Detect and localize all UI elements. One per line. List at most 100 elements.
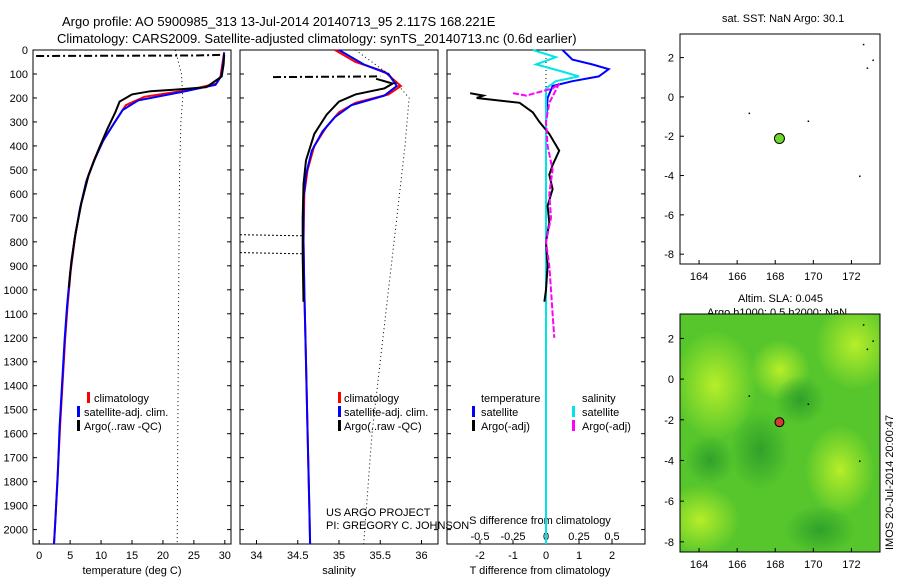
- map-y-tick-label: -6: [664, 496, 674, 508]
- s-tick-label: -0.5: [471, 531, 490, 543]
- x-tick-label: 10: [95, 550, 107, 562]
- coastline-speck: [872, 340, 874, 342]
- timestamp-label: IMOS 20-Jul-2014 20:00:47: [884, 415, 896, 550]
- title-line-1: Argo profile: AO 5900985_313 13-Jul-2014…: [62, 14, 496, 29]
- legend-temp-satellite: satellite-adj. clim.: [84, 407, 168, 419]
- series-line-temperature-satellite: [545, 49, 611, 544]
- s-tick-label: 0.5: [604, 531, 619, 543]
- map-y-tick-label: -4: [664, 171, 674, 183]
- x-tick-label: 34.5: [287, 550, 308, 562]
- legend-swatch-temp-satellite: [472, 406, 475, 417]
- legend-swatch-sal-satellite-diff: [572, 406, 575, 417]
- map-y-tick-label: -8: [664, 249, 674, 261]
- map-x-tick-label: 172: [842, 271, 860, 283]
- sst-map-frame: [679, 33, 881, 265]
- map-y-tick-label: 0: [668, 374, 674, 386]
- legend-swatch-sal-argo: [338, 420, 341, 431]
- depth-tick-label: 1100: [4, 309, 28, 321]
- depth-tick-label: 0: [22, 45, 28, 57]
- legend-swatch-temp-argo: [472, 420, 475, 431]
- map-y-tick-label: -8: [664, 537, 674, 549]
- map-y-tick-label: -2: [664, 131, 674, 143]
- x-tick-label: 0: [543, 550, 549, 562]
- map-y-tick-label: 0: [668, 92, 674, 104]
- s-tick-label: -0.25: [500, 531, 525, 543]
- x-tick-label: 20: [157, 550, 169, 562]
- depth-tick-label: 1700: [4, 453, 28, 465]
- x-tick-label: 5: [67, 550, 73, 562]
- map-y-tick-label: -6: [664, 210, 674, 222]
- x-tick-label: 15: [126, 550, 138, 562]
- depth-tick-label: 800: [10, 237, 28, 249]
- temperature-panel-frame: [32, 49, 232, 545]
- chart-marks: 0100200300400500600700800900100011001200…: [4, 43, 874, 571]
- map-y-tick-label: 2: [668, 53, 674, 65]
- series-line-climatology-std: [174, 49, 184, 545]
- legend-temp-argo: Argo(..raw -QC): [84, 421, 162, 433]
- map-x-tick-label: 168: [766, 271, 784, 283]
- depth-tick-label: 1400: [4, 381, 28, 393]
- depth-tick-label: 1000: [4, 285, 28, 297]
- float-position-marker: [773, 133, 785, 145]
- map-x-tick-label: 166: [728, 559, 746, 571]
- depth-tick-label: 1600: [4, 429, 28, 441]
- series-line-raw-near-surface: [36, 53, 225, 57]
- legend-swatch-satellite: [77, 406, 80, 417]
- map-x-tick-label: 164: [690, 271, 708, 283]
- legend-swatch-argo: [77, 420, 80, 431]
- legend-temp-climatology: climatology: [94, 393, 150, 405]
- s-difference-xlabel: S difference from climatology: [469, 515, 611, 527]
- coastline-speck: [859, 460, 861, 462]
- x-tick-label: 30: [219, 550, 231, 562]
- legend-sal-climatology: climatology: [344, 393, 400, 405]
- depth-tick-label: 200: [10, 93, 28, 105]
- map-y-tick-label: 2: [668, 333, 674, 345]
- x-tick-label: 25: [188, 550, 200, 562]
- coastline-speck: [748, 395, 751, 397]
- coastline-speck: [866, 348, 869, 351]
- depth-tick-label: 600: [10, 189, 28, 201]
- sst-map-title: sat. SST: NaN Argo: 30.1: [722, 13, 844, 25]
- legend-sal-argo: Argo(..raw -QC): [344, 421, 422, 433]
- map-x-tick-label: 172: [842, 559, 860, 571]
- depth-tick-label: 700: [10, 213, 28, 225]
- coastline-speck: [807, 403, 810, 406]
- coastline-speck: [866, 67, 869, 69]
- depth-tick-label: 500: [10, 165, 28, 177]
- series-line-satellite-adj-clim-: [53, 52, 226, 545]
- map-x-tick-label: 170: [804, 559, 822, 571]
- legend-diff-salinity: salinity: [582, 393, 616, 405]
- x-tick-label: 2: [609, 550, 615, 562]
- coastline-speck: [862, 43, 865, 46]
- series-line-climatology-std: [355, 49, 410, 545]
- legend-sal-satellite: satellite-adj. clim.: [344, 407, 428, 419]
- series-line-argo-raw-qc-: [67, 54, 226, 288]
- salinity-legend: climatology satellite-adj. clim. Argo(..…: [338, 392, 428, 433]
- float-position-marker: [774, 417, 785, 428]
- depth-tick-label: 900: [10, 261, 28, 273]
- legend-diff-temp-argo: Argo(-adj): [481, 421, 530, 433]
- legend-swatch-sal-climatology: [338, 392, 341, 403]
- series-line-salinity-satellite: [532, 49, 580, 544]
- legend-swatch-sal-argo-diff: [572, 420, 575, 431]
- depth-tick-label: 1900: [4, 501, 28, 513]
- legend-diff-temp-satellite: satellite: [481, 407, 518, 419]
- depth-tick-label: 1300: [4, 357, 28, 369]
- legend-swatch-sal-satellite: [338, 406, 341, 417]
- coastline-speck: [859, 175, 861, 178]
- depth-tick-label: 2000: [4, 525, 28, 537]
- series-line-argo-raw-qc-: [301, 77, 396, 302]
- x-tick-label: -1: [508, 550, 518, 562]
- map-x-tick-label: 164: [690, 559, 708, 571]
- temperature-legend: climatology satellite-adj. clim. Argo(..…: [77, 392, 168, 433]
- coastline-speck: [872, 59, 874, 62]
- t-difference-xlabel: T difference from climatology: [470, 565, 611, 577]
- title-line-2: Climatology: CARS2009. Satellite-adjuste…: [57, 31, 577, 46]
- legend-diff-sal-argo: Argo(-adj): [582, 421, 631, 433]
- sla-map-frame: [679, 313, 881, 553]
- depth-tick-label: 300: [10, 117, 28, 129]
- credit-line-1: US ARGO PROJECT: [326, 507, 431, 519]
- x-tick-label: 35: [333, 550, 345, 562]
- legend-diff-temperature: temperature: [481, 393, 540, 405]
- map-y-tick-label: -2: [664, 415, 674, 427]
